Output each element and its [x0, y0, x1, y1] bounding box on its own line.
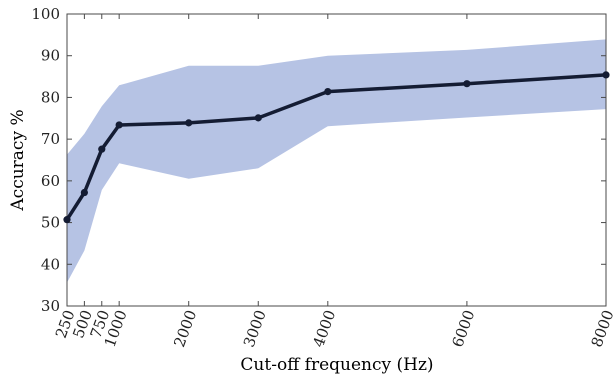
data-point — [185, 119, 193, 127]
y-tick-label: 80 — [41, 88, 60, 106]
x-axis-label: Cut-off frequency (Hz) — [240, 355, 433, 375]
data-point — [80, 188, 88, 197]
data-point — [254, 114, 262, 122]
y-tick-label: 90 — [41, 47, 60, 65]
x-tick-label: 2000 — [170, 308, 200, 350]
data-point — [324, 87, 332, 96]
y-tick-label: 70 — [41, 130, 60, 148]
y-tick-label: 60 — [41, 172, 60, 190]
axes-box — [66, 13, 607, 307]
x-tick-label: 4000 — [309, 308, 339, 350]
y-tick-label: 50 — [41, 214, 60, 232]
confidence-band — [67, 39, 606, 283]
y-tick-label: 30 — [41, 297, 60, 315]
y-axis-label: Accuracy % — [8, 109, 28, 211]
x-tick-label: 8000 — [588, 308, 613, 350]
data-point — [463, 80, 471, 88]
y-tick-label: 100 — [31, 5, 60, 23]
data-point — [98, 145, 106, 153]
data-point — [602, 71, 610, 79]
data-point — [63, 216, 71, 224]
y-tick-label: 40 — [41, 255, 60, 273]
x-tick-label: 6000 — [448, 308, 478, 350]
data-point — [115, 121, 123, 129]
x-tick-label: 3000 — [240, 308, 270, 350]
